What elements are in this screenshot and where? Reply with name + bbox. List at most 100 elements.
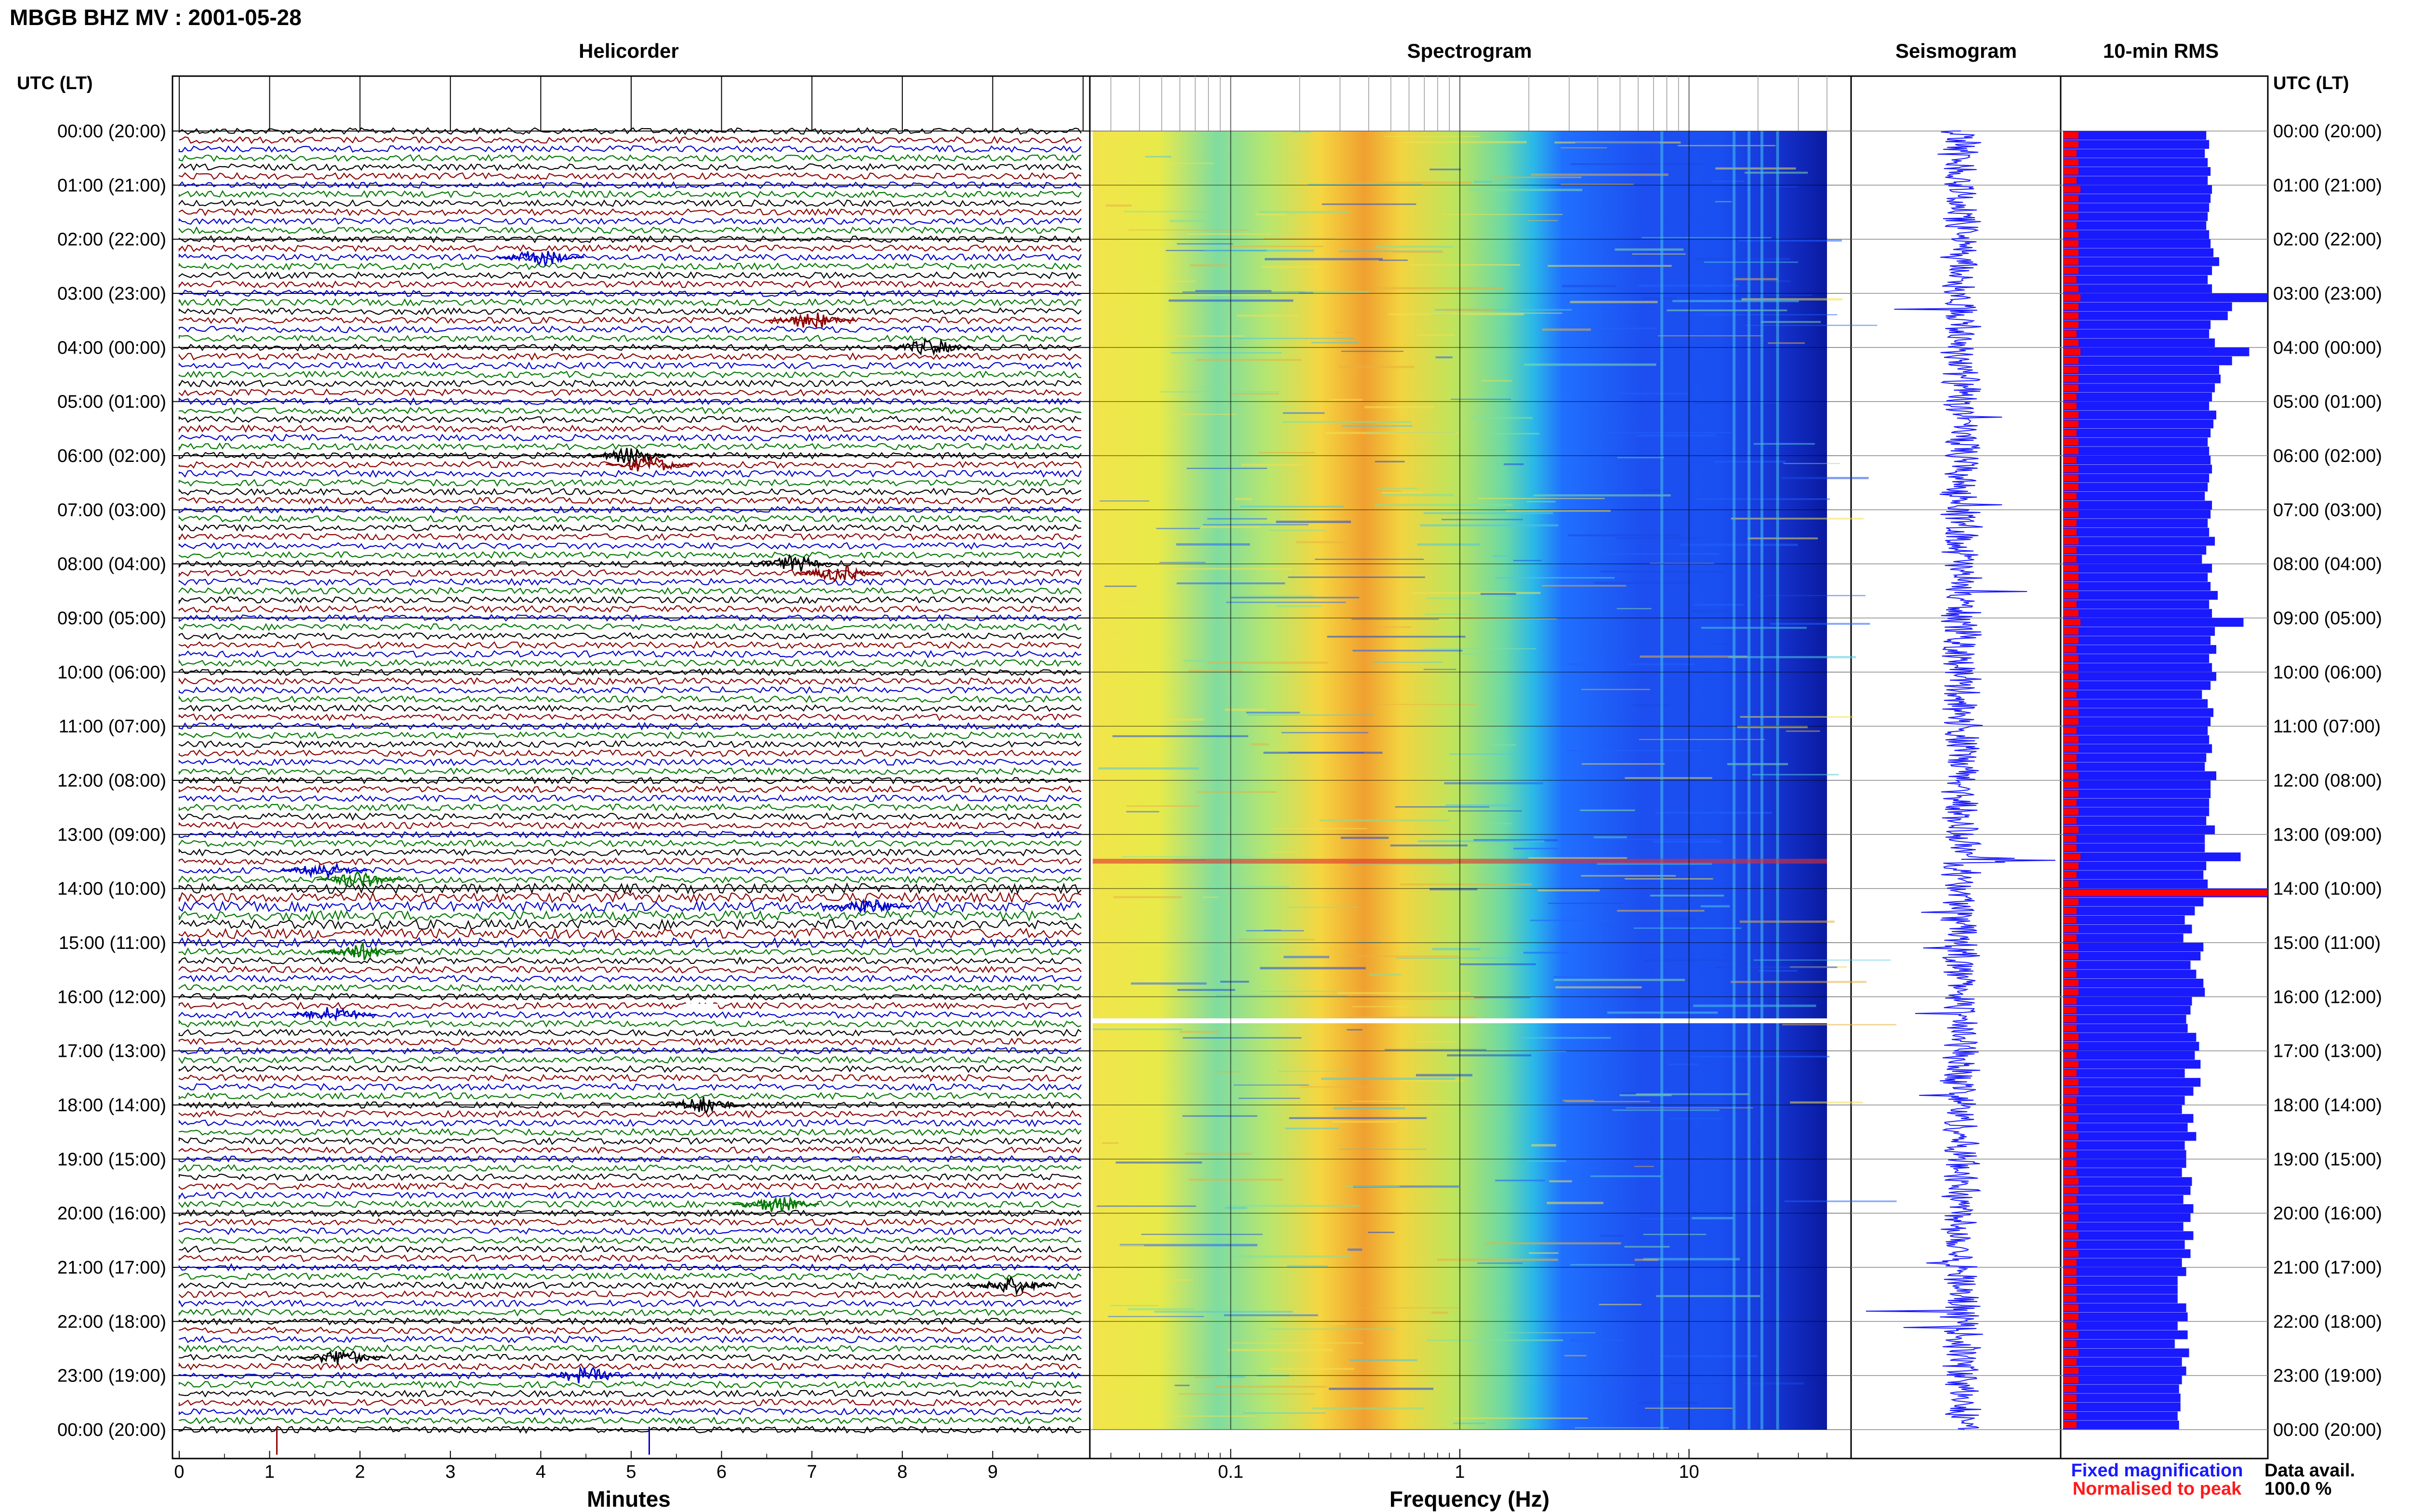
spectrogram-streak bbox=[1678, 145, 1775, 146]
helicorder-event bbox=[289, 1007, 376, 1022]
spectrogram-streak bbox=[1284, 956, 1330, 959]
spectrogram-streak bbox=[1126, 805, 1199, 807]
spectrogram-streak bbox=[1660, 918, 1696, 920]
rms-bar-fixed bbox=[2063, 158, 2208, 167]
helicorder-x-tick-label: 7 bbox=[807, 1462, 817, 1482]
spectrogram-streak bbox=[1175, 1384, 1190, 1386]
helicorder-event bbox=[497, 250, 584, 267]
rms-bar-normalised bbox=[2063, 375, 2078, 382]
spectrogram-streak bbox=[1530, 920, 1613, 921]
helicorder-trace-line bbox=[178, 1137, 1082, 1145]
time-label-right: 02:00 (22:00) bbox=[2273, 230, 2382, 250]
spectrogram-streak bbox=[1203, 896, 1219, 898]
spectrogram-streak bbox=[1248, 714, 1374, 716]
spectrogram-streak bbox=[1768, 186, 1798, 188]
spectrogram-streak bbox=[1637, 1402, 1698, 1404]
spectrogram-streak bbox=[1127, 1308, 1195, 1311]
rms-bar-normalised bbox=[2063, 1187, 2078, 1194]
spectrogram-streak bbox=[1311, 342, 1359, 343]
rms-bar-normalised bbox=[2063, 1295, 2077, 1302]
rms-bar-fixed bbox=[2063, 347, 2250, 356]
helicorder-trace-line bbox=[178, 936, 1082, 949]
spectrogram-streak bbox=[1227, 1376, 1245, 1378]
helicorder-trace-line bbox=[178, 533, 1082, 541]
spectrogram-streak bbox=[1276, 605, 1323, 607]
spectrogram-streak bbox=[1272, 828, 1367, 829]
helicorder-trace-line bbox=[178, 713, 1082, 722]
rms-bar-fixed bbox=[2063, 401, 2210, 410]
spectrogram-streak bbox=[1690, 610, 1750, 612]
seismogram-title: Seismogram bbox=[1895, 39, 2017, 62]
time-label-right: 15:00 (11:00) bbox=[2273, 933, 2381, 953]
spectrogram-streak bbox=[1226, 602, 1346, 603]
spectrogram-streak bbox=[1700, 905, 1730, 907]
helicorder-trace-line bbox=[178, 460, 1082, 469]
helicorder-trace-line bbox=[178, 677, 1082, 685]
time-label-left: 11:00 (07:00) bbox=[59, 717, 166, 737]
helicorder-trace-line bbox=[178, 487, 1082, 496]
rms-bar-normalised bbox=[2063, 547, 2077, 553]
spectrogram-streak bbox=[1737, 1143, 1756, 1144]
rms-bar-normalised bbox=[2063, 835, 2077, 842]
spectrogram-streak bbox=[1182, 291, 1305, 293]
rms-bar-normalised bbox=[2063, 321, 2078, 328]
helicorder-trace-line bbox=[178, 1416, 1082, 1425]
spectrogram-streak bbox=[1431, 1311, 1448, 1314]
spectrogram-streak bbox=[1444, 782, 1543, 785]
helicorder-trace-line bbox=[178, 1074, 1082, 1082]
spectrogram-streak bbox=[1342, 425, 1413, 427]
helicorder-trace-line bbox=[178, 992, 1082, 1001]
rms-bar-fixed bbox=[2063, 320, 2211, 329]
helicorder-trace-line bbox=[178, 569, 1082, 578]
spectrogram-streak bbox=[1214, 1071, 1242, 1073]
spectrogram-streak bbox=[1442, 309, 1496, 311]
rms-bar-fixed bbox=[2063, 978, 2204, 988]
spectrogram-streak bbox=[1340, 837, 1389, 839]
rms-bar-normalised bbox=[2063, 1115, 2078, 1122]
helicorder-event bbox=[822, 898, 910, 914]
helicorder-trace-line bbox=[178, 965, 1082, 974]
spectrogram-streak bbox=[1322, 203, 1416, 205]
spectrogram-streak bbox=[1351, 618, 1439, 620]
time-label-right: 09:00 (05:00) bbox=[2273, 608, 2382, 629]
rms-bar-normalised bbox=[2063, 637, 2078, 644]
rms-bar-normalised bbox=[2063, 1385, 2077, 1393]
rms-bar-normalised bbox=[2063, 447, 2078, 454]
spectrogram-streak bbox=[1668, 1063, 1698, 1065]
rms-bar-fixed bbox=[2063, 1321, 2178, 1330]
spectrogram-streak bbox=[1752, 774, 1839, 776]
spectrogram-streak bbox=[1644, 959, 1780, 961]
rms-bar-fixed bbox=[2063, 1123, 2188, 1132]
spectrogram-streak bbox=[1346, 1185, 1400, 1187]
helicorder-trace-line bbox=[178, 641, 1082, 649]
spectrogram-streak bbox=[1715, 167, 1796, 170]
spectrogram-streak bbox=[1327, 635, 1466, 638]
helicorder-trace-line bbox=[178, 1056, 1082, 1064]
rms-bar-normalised bbox=[2063, 610, 2078, 617]
rms-bar-normalised bbox=[2063, 366, 2078, 373]
spectrogram-streak bbox=[1784, 1200, 1897, 1202]
spectrogram-streak bbox=[1401, 1079, 1464, 1082]
spectrogram-x-tick-label: 10 bbox=[1679, 1462, 1699, 1482]
helicorder-trace-line bbox=[178, 605, 1082, 613]
time-label-left: 03:00 (23:00) bbox=[57, 284, 166, 304]
rms-bar-fixed bbox=[2063, 591, 2218, 600]
spectrogram-streak bbox=[1561, 184, 1634, 185]
spectrogram-streak bbox=[1312, 1407, 1425, 1410]
rms-bar-fixed bbox=[2063, 744, 2212, 753]
helicorder-trace-line bbox=[178, 181, 1082, 189]
rms-bar-normalised bbox=[2063, 1223, 2077, 1230]
rms-bar-fixed bbox=[2063, 1159, 2186, 1168]
spectrogram-streak bbox=[1626, 1107, 1753, 1108]
rms-bar-normalised bbox=[2063, 1412, 2077, 1420]
spectrogram-streak bbox=[1161, 567, 1293, 570]
spectrogram-streak bbox=[1339, 250, 1443, 252]
rms-bar-fixed bbox=[2063, 266, 2212, 276]
rms-bar-fixed bbox=[2063, 717, 2211, 726]
rms-bar-normalised bbox=[2063, 1259, 2077, 1266]
spectrogram-streak bbox=[1634, 1166, 1654, 1167]
spectrogram-streak bbox=[1354, 998, 1486, 1000]
rms-bar-normalised bbox=[2063, 457, 2077, 463]
rms-bar-fixed bbox=[2063, 293, 2268, 302]
rms-bar-normalised bbox=[2063, 1070, 2077, 1077]
